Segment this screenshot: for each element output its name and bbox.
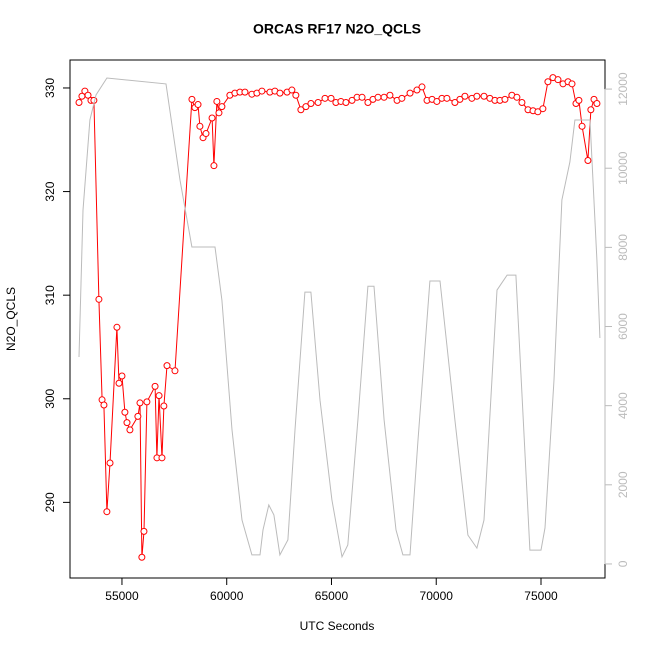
data-point (138, 553, 146, 561)
y-tick-label: 320 (43, 181, 57, 201)
data-point (575, 96, 583, 104)
data-point (307, 100, 315, 108)
x-tick-label: 75000 (524, 589, 558, 603)
data-point (327, 94, 335, 102)
data-point (121, 408, 129, 416)
data-point (160, 402, 168, 410)
data-point (210, 162, 218, 170)
data-point (292, 91, 300, 99)
data-point (443, 94, 451, 102)
data-point (103, 508, 111, 516)
data-point (451, 98, 459, 106)
y-tick-label: 290 (43, 492, 57, 512)
data-point (518, 98, 526, 106)
data-point (143, 398, 151, 406)
data-point (386, 91, 394, 99)
data-point (456, 95, 464, 103)
data-point (554, 76, 562, 84)
data-point (84, 91, 92, 99)
x-axis-label: UTC Seconds (300, 619, 375, 633)
y2-tick-label: 8000 (616, 234, 630, 261)
data-point (113, 323, 121, 331)
data-point (218, 103, 226, 111)
y2-tick-label: 4000 (616, 392, 630, 419)
x-tick-label: 55000 (105, 589, 139, 603)
data-point (302, 103, 310, 111)
data-point (314, 98, 322, 106)
data-point (158, 454, 166, 462)
plot-box (69, 59, 606, 579)
data-point (593, 100, 601, 108)
y2-tick-label: 0 (616, 560, 630, 567)
data-point (288, 86, 296, 94)
data-point (406, 89, 414, 97)
data-point (398, 94, 406, 102)
data-point (501, 95, 509, 103)
data-point (534, 108, 542, 116)
data-point (106, 459, 114, 467)
data-point (171, 367, 179, 375)
x-tick-label: 60000 (210, 589, 244, 603)
data-point (215, 109, 223, 117)
data-point (134, 412, 142, 420)
y2-tick-label: 2000 (616, 471, 630, 498)
data-point (202, 130, 210, 138)
data-point (513, 93, 521, 101)
data-point (126, 426, 134, 434)
data-point (358, 93, 366, 101)
data-point (433, 97, 441, 105)
y2-tick-label: 12000 (616, 72, 630, 106)
data-point (413, 86, 421, 94)
x-tick-label: 70000 (420, 589, 454, 603)
data-point (194, 101, 202, 109)
data-point (473, 92, 481, 100)
data-point (163, 362, 171, 370)
data-point (140, 527, 148, 535)
series-line (78, 77, 601, 559)
data-point (118, 372, 126, 380)
data-point (380, 93, 388, 101)
y-tick-label: 310 (43, 285, 57, 305)
data-point (544, 78, 552, 86)
chart-title: ORCAS RF17 N2O_QCLS (253, 21, 421, 37)
data-point (196, 122, 204, 130)
data-point (364, 98, 372, 106)
data-point (587, 106, 595, 114)
data-point (75, 98, 83, 106)
data-point (123, 419, 131, 427)
data-point (188, 95, 196, 103)
data-point (95, 295, 103, 303)
data-point (213, 97, 221, 105)
data-point (321, 94, 329, 102)
data-point (342, 98, 350, 106)
y-tick-label: 300 (43, 388, 57, 408)
data-point (208, 114, 216, 122)
series-line (78, 77, 598, 558)
data-point (374, 93, 382, 101)
data-point (480, 92, 488, 100)
data-point (418, 83, 426, 91)
y2-tick-label: 10000 (616, 151, 630, 185)
data-point (348, 96, 356, 104)
data-point (461, 92, 469, 100)
x-tick-label: 65000 (315, 589, 349, 603)
data-point (241, 88, 249, 96)
data-point (297, 106, 305, 114)
data-point (115, 379, 123, 387)
y2-tick-label: 6000 (616, 313, 630, 340)
data-point (155, 392, 163, 400)
data-point (136, 399, 144, 407)
y-axis-label: N2O_QCLS (4, 287, 18, 351)
data-point (568, 80, 576, 88)
y-tick-label: 330 (43, 78, 57, 98)
data-point (100, 401, 108, 409)
data-point (578, 122, 586, 130)
data-point (539, 105, 547, 113)
data-point (151, 382, 159, 390)
data-point (258, 87, 266, 95)
data-point (584, 156, 592, 164)
data-point (276, 89, 284, 97)
